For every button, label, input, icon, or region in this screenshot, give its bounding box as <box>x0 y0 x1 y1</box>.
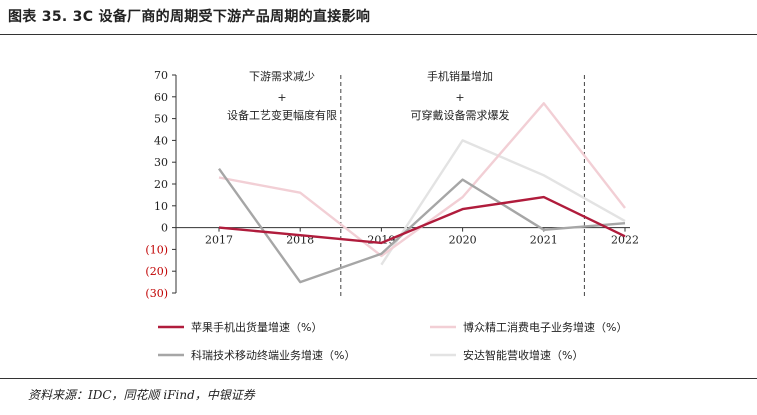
y-tick-label: 0 <box>161 222 168 235</box>
y-axis: 70 60 50 40 30 20 10 0 (10) (20) (30) <box>145 69 177 300</box>
source-note: 资料来源：IDC，同花顺 iFind，中银证券 <box>28 388 255 402</box>
series-line-0 <box>218 195 626 245</box>
legend: 苹果手机出货量增速（%） 博众精工消费电子业务增速（%） 科瑞技术移动终端业务增速（… <box>158 320 627 362</box>
y-tick-label: (30) <box>145 287 168 300</box>
y-tick-label: 50 <box>154 113 168 126</box>
title-divider <box>0 34 757 35</box>
x-tick-label: 2022 <box>611 234 639 247</box>
legend-label: 苹果手机出货量增速（%） <box>191 320 322 334</box>
series-line-2 <box>218 168 626 284</box>
y-tick-label: 40 <box>154 134 168 147</box>
y-tick-label: 30 <box>154 156 168 169</box>
annotation-text: 设备工艺变更幅度有限 <box>227 108 337 122</box>
series-lines <box>218 102 626 284</box>
y-tick-label: (20) <box>145 265 168 278</box>
x-tick-label: 2021 <box>530 234 558 247</box>
x-tick-label: 2020 <box>449 234 477 247</box>
chart-title: 图表 35. 3C 设备厂商的周期受下游产品周期的直接影响 <box>8 9 371 25</box>
legend-label: 博众精工消费电子业务增速（%） <box>463 320 627 334</box>
legend-label: 安达智能营收增速（%） <box>463 348 583 362</box>
y-tick-label: 60 <box>154 91 168 104</box>
series-line-3 <box>380 139 626 266</box>
annotation-text: 下游需求减少 <box>249 70 315 83</box>
annotation-text: + <box>455 91 464 104</box>
footer-divider <box>0 378 757 379</box>
annotation-text: 手机销量增加 <box>427 69 493 83</box>
y-tick-label: 10 <box>154 200 168 213</box>
legend-label: 科瑞技术移动终端业务增速（%） <box>191 348 355 362</box>
y-tick-label: (10) <box>145 243 168 256</box>
y-tick-label: 20 <box>154 178 168 191</box>
y-tick-label: 70 <box>154 69 168 82</box>
period-dividers <box>340 75 585 297</box>
annotation-text: + <box>277 91 286 104</box>
annotation-text: 可穿戴设备需求爆发 <box>411 108 510 122</box>
annotations: 下游需求减少 + 设备工艺变更幅度有限 手机销量增加 + 可穿戴设备需求爆发 <box>227 69 510 122</box>
x-axis: 2017 2018 2019 2020 2021 2022 <box>176 227 639 247</box>
x-tick-label: 2017 <box>205 234 233 247</box>
